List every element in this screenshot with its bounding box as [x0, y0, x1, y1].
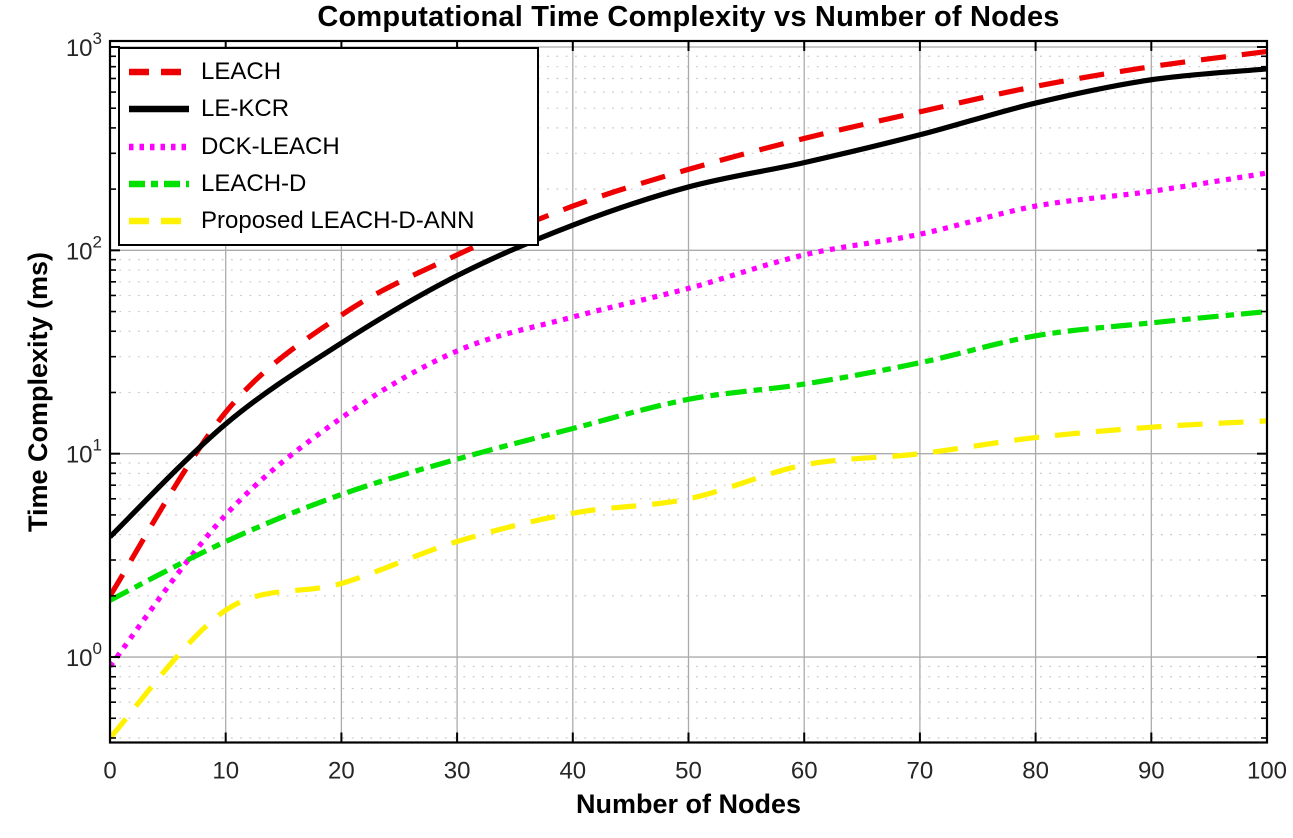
- legend-item: LE-KCR: [128, 90, 537, 127]
- legend-item: LEACH: [128, 53, 537, 90]
- x-tick-label: 10: [212, 758, 239, 785]
- series-line-le-kcr: [110, 66, 1267, 539]
- legend-item: Proposed LEACH-D-ANN: [128, 203, 537, 240]
- x-tick-label: 90: [1138, 758, 1165, 785]
- legend-swatch-solid: [129, 105, 189, 113]
- x-axis-label: Number of Nodes: [575, 789, 802, 819]
- y-tick-exponent: 0: [93, 639, 102, 658]
- x-tick-label: 40: [559, 758, 586, 785]
- y-tick-label: 103: [66, 29, 102, 62]
- chart-title: Computational Time Complexity vs Number …: [317, 1, 1060, 33]
- x-tick-label: 50: [675, 758, 702, 785]
- y-tick-label: 101: [66, 436, 102, 469]
- legend-swatch-dashed: [129, 68, 189, 75]
- legend-label: LE-KCR: [201, 95, 290, 123]
- y-tick-exponent: 2: [93, 232, 102, 251]
- legend-label: Proposed LEACH-D-ANN: [201, 207, 475, 235]
- legend-item: DCK-LEACH: [128, 128, 537, 165]
- series-line-dck-leach: [110, 170, 1267, 668]
- x-tick-label: 0: [103, 758, 116, 785]
- y-tick-exponent: 3: [93, 29, 102, 48]
- series-line-proposed-leach-d-ann: [110, 418, 1267, 740]
- y-tick-label: 100: [66, 639, 102, 672]
- y-axis-label: Time Complexity (ms): [23, 251, 53, 533]
- series-group: [110, 48, 1267, 740]
- plot-frame: [108, 39, 1269, 744]
- x-tick-label: 100: [1247, 758, 1287, 785]
- legend-swatch-dashdot: [129, 180, 189, 188]
- x-tick-label: 80: [1022, 758, 1049, 785]
- series-line-leach-d: [110, 308, 1267, 603]
- legend-label: LEACH-D: [201, 169, 307, 197]
- y-tick-label: 102: [66, 232, 102, 265]
- x-tick-label: 30: [444, 758, 471, 785]
- legend-item: LEACH-D: [128, 165, 537, 202]
- legend-swatch-dashed: [129, 218, 189, 225]
- legend: LEACH LE-KCR DCK-LEACH LEACH-D Proposed LEAC…: [118, 47, 539, 246]
- series-line-leach: [110, 48, 1267, 598]
- legend-label: LEACH: [201, 57, 282, 85]
- x-tick-label: 20: [328, 758, 355, 785]
- x-tick-label: 70: [907, 758, 934, 785]
- x-tick-label: 60: [791, 758, 818, 785]
- y-tick-exponent: 1: [93, 436, 102, 455]
- legend-swatch-dotted: [129, 143, 189, 150]
- legend-label: DCK-LEACH: [201, 132, 340, 160]
